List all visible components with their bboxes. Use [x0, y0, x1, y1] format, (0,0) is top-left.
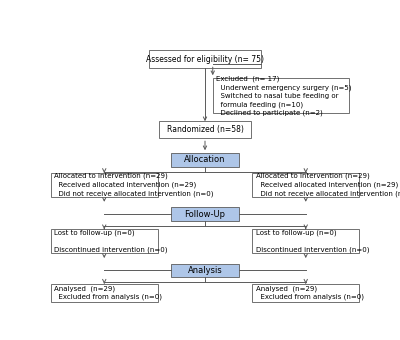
FancyBboxPatch shape [252, 173, 359, 197]
Text: Analysed  (n=29)
  Excluded from analysis (n=0): Analysed (n=29) Excluded from analysis (… [256, 285, 364, 300]
Text: Allocated to intervention (n=29)
  Received allocated intervention (n=29)
  Did : Allocated to intervention (n=29) Receive… [54, 173, 214, 197]
Text: Analysis: Analysis [188, 266, 222, 275]
FancyBboxPatch shape [171, 153, 239, 167]
Text: Randomized (n=58): Randomized (n=58) [166, 125, 244, 134]
FancyBboxPatch shape [149, 50, 261, 68]
Text: Analysed  (n=29)
  Excluded from analysis (n=0): Analysed (n=29) Excluded from analysis (… [54, 285, 162, 300]
Text: Lost to follow-up (n=0)

Discontinued intervention (n=0): Lost to follow-up (n=0) Discontinued int… [256, 229, 370, 253]
Text: Assessed for eligibility (n= 75): Assessed for eligibility (n= 75) [146, 55, 264, 64]
FancyBboxPatch shape [213, 78, 349, 114]
FancyBboxPatch shape [252, 229, 359, 253]
Text: Excluded  (n= 17)
  Underwent emergency surgery (n=5)
  Switched to nasal tube f: Excluded (n= 17) Underwent emergency sur… [216, 75, 352, 116]
FancyBboxPatch shape [51, 229, 158, 253]
Text: Follow-Up: Follow-Up [184, 210, 226, 219]
FancyBboxPatch shape [252, 284, 359, 302]
FancyBboxPatch shape [171, 264, 239, 277]
FancyBboxPatch shape [51, 284, 158, 302]
FancyBboxPatch shape [51, 173, 158, 197]
Text: Lost to follow-up (n=0)

Discontinued intervention (n=0): Lost to follow-up (n=0) Discontinued int… [54, 229, 168, 253]
FancyBboxPatch shape [171, 207, 239, 221]
Text: Allocation: Allocation [184, 155, 226, 165]
Text: Allocated to intervention (n=29)
  Received allocated intervention (n=29)
  Did : Allocated to intervention (n=29) Receive… [256, 173, 400, 197]
FancyBboxPatch shape [158, 121, 252, 138]
